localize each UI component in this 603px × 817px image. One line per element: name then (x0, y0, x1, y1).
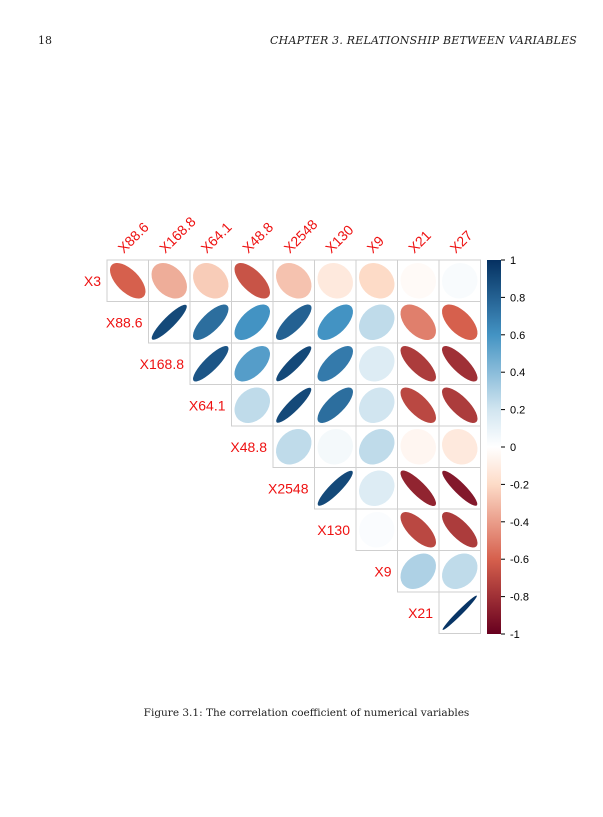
colorbar-tick-label: -1 (510, 629, 520, 641)
correlation-ellipse (442, 345, 478, 382)
column-label: X9 (364, 233, 388, 257)
correlation-ellipse (234, 262, 270, 299)
correlation-ellipse (441, 387, 478, 423)
correlation-ellipse (400, 345, 436, 382)
column-label: X168.8 (156, 213, 199, 256)
colorbar-tick-label: 0.6 (510, 330, 525, 342)
colorbar-tick-label: -0.6 (510, 554, 529, 566)
correlation-ellipse (359, 304, 395, 340)
correlation-ellipse (441, 304, 478, 341)
correlation-ellipse (151, 262, 188, 299)
correlation-ellipse (400, 470, 436, 506)
correlation-ellipse (441, 511, 478, 548)
correlation-ellipse (359, 387, 395, 424)
row-label: X2548 (268, 480, 309, 496)
correlation-ellipse (317, 428, 354, 465)
colorbar-tick-label: 0.2 (510, 405, 525, 417)
correlation-ellipse (192, 262, 229, 299)
correlation-ellipse (359, 470, 395, 507)
colorbar-tick-label: -0.2 (510, 479, 529, 491)
correlation-ellipse (359, 346, 395, 382)
correlation-ellipse (358, 263, 395, 299)
correlation-ellipse (400, 263, 436, 299)
column-label: X21 (405, 227, 434, 256)
correlation-ellipse (109, 263, 146, 299)
colorbar-tick-label: 1 (510, 255, 516, 267)
row-label: X9 (374, 563, 391, 579)
correlation-ellipse (400, 429, 437, 465)
correlation-ellipse (442, 470, 478, 506)
correlation-ellipse (192, 304, 229, 341)
figure-caption: Figure 3.1: The correlation coefficient … (143, 707, 470, 719)
colorbar (487, 260, 501, 634)
row-label: X168.8 (140, 356, 185, 372)
correlation-ellipse (276, 346, 312, 382)
colorbar-tick-label: 0 (510, 442, 516, 454)
correlation-ellipse (359, 428, 395, 465)
correlation-ellipse (442, 429, 478, 465)
correlation-ellipse (317, 387, 353, 424)
correlation-ellipse (400, 304, 436, 340)
correlation-ellipse (234, 387, 270, 424)
correlation-ellipse (317, 304, 354, 341)
column-label: X64.1 (198, 219, 235, 256)
correlation-ellipse (358, 512, 395, 548)
column-label: X48.8 (239, 219, 276, 256)
colorbar-tick-label: 0.4 (510, 367, 525, 379)
column-label: X130 (322, 222, 357, 257)
column-label: X88.6 (115, 219, 152, 256)
cell-border (438, 591, 481, 634)
correlation-ellipse (442, 263, 478, 299)
running-header: CHAPTER 3. RELATIONSHIP BETWEEN VARIABLE… (270, 34, 577, 47)
column-label: X27 (447, 227, 476, 256)
correlation-ellipse (234, 345, 270, 382)
correlation-ellipse (317, 470, 353, 506)
correlation-ellipse (275, 262, 312, 299)
row-label: X88.6 (106, 314, 143, 330)
correlation-ellipse (276, 428, 312, 465)
row-label: X130 (317, 522, 350, 538)
correlation-ellipse (193, 346, 229, 382)
correlation-ellipse (442, 553, 478, 589)
page-number: 18 (38, 34, 52, 47)
correlation-ellipse (317, 263, 354, 299)
correlation-ellipse (151, 304, 187, 340)
row-label: X21 (408, 605, 433, 621)
colorbar-tick-label: -0.4 (510, 517, 529, 529)
column-label: X2548 (281, 216, 321, 256)
correlation-ellipse (317, 345, 354, 382)
correlation-ellipse (442, 595, 477, 630)
correlation-ellipse (400, 512, 436, 548)
correlation-ellipse (234, 304, 271, 341)
colorbar-tick-label: 0.8 (510, 292, 525, 304)
correlation-ellipse (276, 387, 312, 423)
row-label: X64.1 (189, 397, 226, 413)
row-label: X48.8 (230, 439, 267, 455)
correlation-ellipse (275, 304, 312, 340)
correlation-ellipse (400, 553, 437, 589)
correlation-ellipse (400, 387, 437, 424)
colorbar-tick-label: -0.8 (510, 592, 529, 604)
row-label: X3 (84, 273, 101, 289)
